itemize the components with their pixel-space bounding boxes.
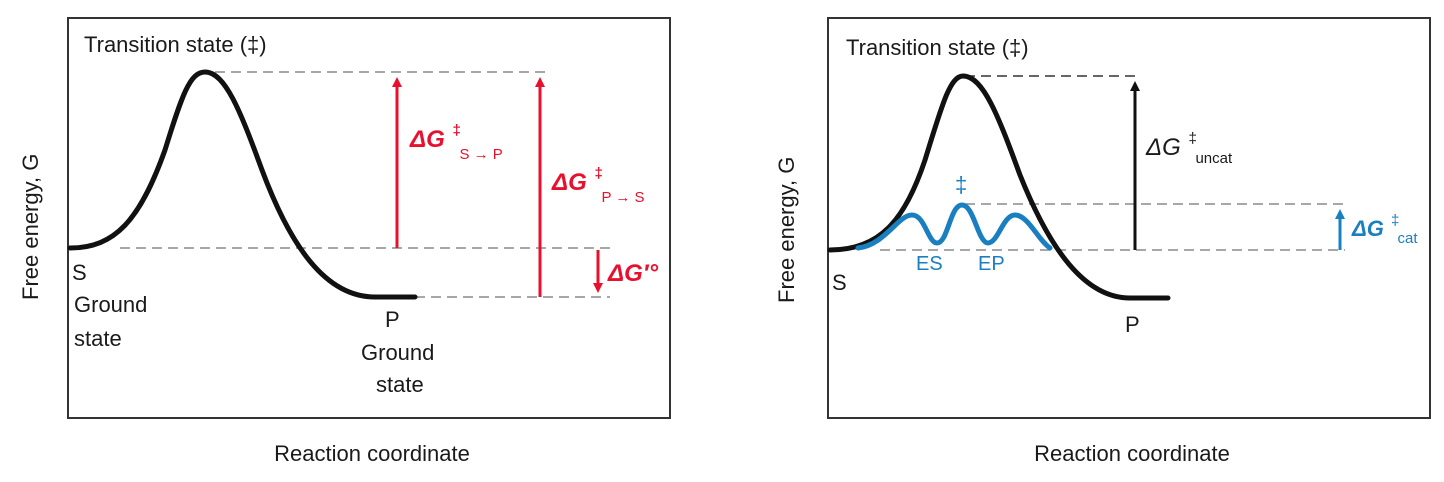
right-dg-cat-sup: ‡: [1391, 212, 1399, 229]
right-y-axis-label: Free energy, G: [774, 157, 799, 303]
right-s-label: S: [832, 270, 847, 295]
left-panel: Transition state (‡) Free energy, G Reac…: [18, 17, 671, 466]
right-dg-cat-sub: cat: [1397, 230, 1418, 247]
left-dg-sp-sub: S → P: [459, 146, 502, 163]
left-dg-ps-delta: ΔG: [551, 169, 587, 196]
left-p-ground-1: Ground: [361, 340, 434, 365]
left-p-label: P: [385, 307, 400, 332]
left-x-axis-label: Reaction coordinate: [274, 441, 470, 466]
left-s-ground-2: state: [74, 326, 122, 351]
right-dg-uncat-sub: uncat: [1195, 150, 1233, 167]
right-transition-state-label: Transition state (‡): [846, 35, 1029, 60]
right-dg-cat-label: ΔG ‡ cat: [1351, 205, 1418, 247]
right-x-axis-label: Reaction coordinate: [1034, 441, 1230, 466]
left-energy-curve: [67, 69, 418, 300]
right-uncat-curve: [827, 73, 1171, 301]
left-dg-ps-sub: P → S: [601, 189, 644, 206]
right-es-label: ES: [916, 253, 943, 275]
left-frame: [67, 17, 671, 419]
left-dg-sp-delta: ΔG: [409, 126, 445, 153]
right-frame: [827, 17, 1431, 419]
left-s-ground-1: Ground: [74, 292, 147, 317]
right-cat-ts-label: ‡: [955, 172, 967, 197]
left-dg-ps-sup: ‡: [594, 165, 602, 182]
left-dg-std-label: ΔG′°: [607, 260, 659, 287]
right-panel: Transition state (‡) Free energy, G Reac…: [774, 17, 1431, 466]
right-ep-label: EP: [978, 253, 1005, 275]
left-dg-sp-sup: ‡: [452, 122, 460, 139]
right-dg-uncat-delta: ΔG: [1145, 134, 1181, 161]
left-y-axis-label: Free energy, G: [18, 154, 43, 300]
left-transition-state-label: Transition state (‡): [84, 32, 267, 57]
right-dg-uncat-sup: ‡: [1188, 130, 1196, 147]
right-cat-curve: [855, 202, 1053, 251]
left-s-label: S: [72, 260, 87, 285]
left-dg-sp-label: ΔG ‡ S → P: [409, 114, 503, 163]
right-dg-uncat-label: ΔG ‡ uncat: [1145, 122, 1233, 167]
left-p-ground-2: state: [376, 372, 424, 397]
left-dg-ps-label: ΔG ‡ P → S: [551, 157, 645, 206]
right-dg-cat-delta: ΔG: [1351, 216, 1384, 241]
right-p-label: P: [1125, 312, 1140, 337]
